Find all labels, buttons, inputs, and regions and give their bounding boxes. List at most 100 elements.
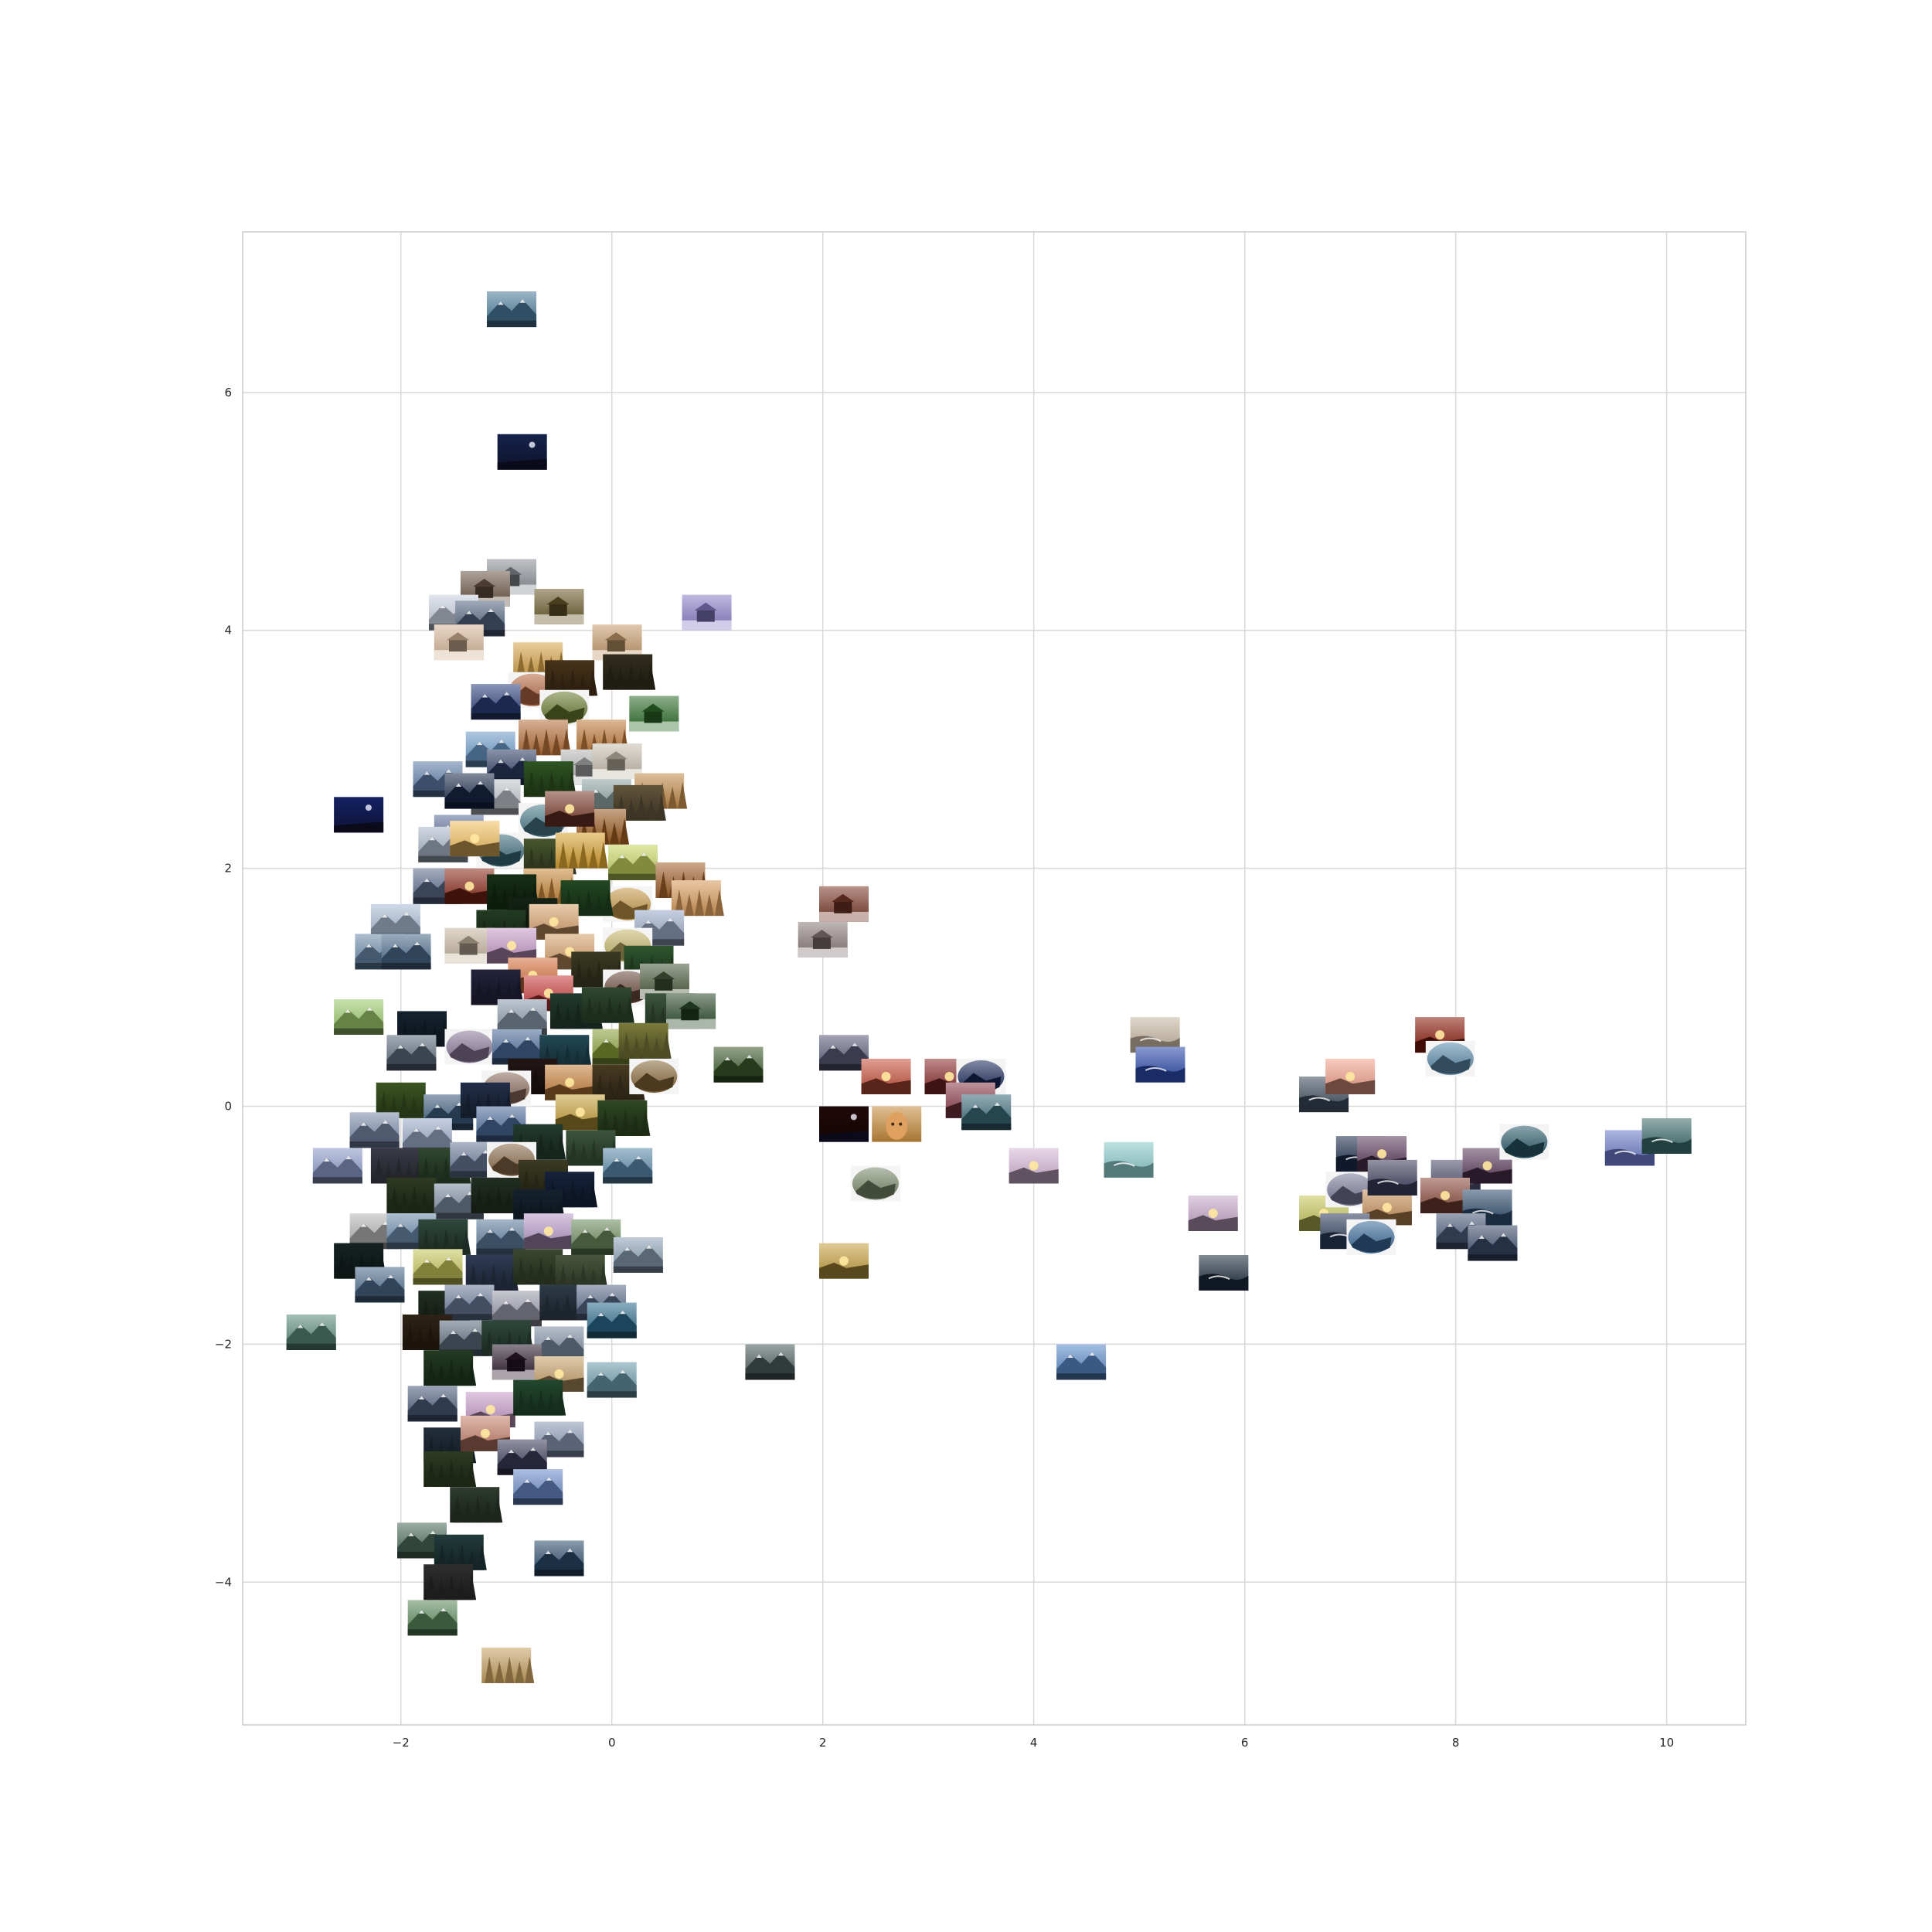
painting-thumbnail <box>1499 1124 1549 1160</box>
painting-thumbnail <box>587 1362 637 1398</box>
painting-thumbnail <box>545 791 595 827</box>
x-axis-ticks: −2 0 2 4 6 8 10 <box>393 1736 1675 1750</box>
painting-thumbnail <box>597 1100 651 1136</box>
painting-thumbnail <box>444 1284 495 1321</box>
painting-thumbnail <box>444 927 495 964</box>
painting-thumbnail <box>492 1344 542 1380</box>
x-tick-label: 0 <box>608 1736 616 1750</box>
y-tick-label: −4 <box>215 1575 232 1589</box>
painting-thumbnail <box>608 844 658 880</box>
painting-thumbnail <box>423 1451 477 1488</box>
x-tick-label: 2 <box>819 1736 827 1750</box>
painting-thumbnail <box>450 821 500 857</box>
painting-thumbnail <box>386 1035 437 1071</box>
painting-thumbnail <box>413 1249 463 1285</box>
painting-thumbnail <box>465 1255 519 1291</box>
painting-thumbnail <box>381 934 431 970</box>
painting-thumbnail <box>402 1117 452 1154</box>
painting-thumbnail <box>819 1035 869 1071</box>
painting-thumbnail <box>487 291 537 328</box>
painting-thumbnail <box>523 1213 573 1250</box>
painting-thumbnail <box>1130 1017 1180 1053</box>
painting-thumbnail <box>519 719 571 756</box>
y-tick-label: 0 <box>224 1099 232 1113</box>
x-tick-label: 10 <box>1659 1736 1674 1750</box>
painting-thumbnail <box>434 624 484 661</box>
painting-thumbnail <box>286 1314 336 1350</box>
painting-thumbnail <box>334 999 384 1036</box>
thumbnail-points <box>286 291 1692 1684</box>
painting-thumbnail <box>513 1249 566 1285</box>
painting-thumbnail <box>819 1106 869 1142</box>
painting-thumbnail <box>1325 1059 1376 1095</box>
y-axis-ticks: −4 −2 0 2 4 6 <box>215 386 232 1589</box>
painting-thumbnail <box>407 1386 457 1422</box>
painting-thumbnail <box>798 921 848 957</box>
x-tick-label: −2 <box>393 1736 410 1750</box>
painting-thumbnail <box>613 1236 663 1273</box>
x-tick-label: 4 <box>1030 1736 1038 1750</box>
painting-thumbnail <box>386 1177 440 1213</box>
painting-thumbnail <box>476 1219 526 1255</box>
painting-thumbnail <box>355 1267 405 1303</box>
painting-thumbnail <box>513 1469 563 1505</box>
painting-thumbnail <box>571 1219 621 1255</box>
painting-thumbnail <box>444 868 495 904</box>
painting-thumbnail <box>497 999 547 1036</box>
x-tick-label: 6 <box>1241 1736 1249 1750</box>
painting-thumbnail <box>423 1350 477 1386</box>
painting-thumbnail <box>713 1046 764 1083</box>
painting-thumbnail <box>418 1219 471 1255</box>
painting-thumbnail <box>819 1243 869 1279</box>
painting-thumbnail <box>312 1148 362 1184</box>
painting-thumbnail <box>1468 1225 1518 1261</box>
painting-thumbnail <box>745 1344 795 1380</box>
painting-thumbnail <box>1009 1148 1059 1184</box>
painting-thumbnail <box>471 684 521 720</box>
painting-thumbnail <box>850 1165 900 1202</box>
painting-thumbnail <box>545 660 598 696</box>
painting-thumbnail <box>581 987 634 1023</box>
painting-thumbnail <box>618 1022 672 1059</box>
painting-thumbnail <box>407 1600 457 1636</box>
x-tick-label: 8 <box>1452 1736 1460 1750</box>
painting-thumbnail <box>629 696 679 732</box>
painting-thumbnail <box>534 1540 584 1577</box>
painting-thumbnail <box>819 886 869 922</box>
painting-thumbnail <box>450 1487 503 1523</box>
y-tick-label: −2 <box>215 1337 232 1351</box>
plot-frame <box>242 231 1747 1726</box>
painting-thumbnail <box>671 880 724 917</box>
y-tick-label: 4 <box>224 624 232 638</box>
painting-thumbnail <box>534 588 584 624</box>
painting-thumbnail <box>555 1255 608 1291</box>
painting-thumbnail <box>1425 1040 1475 1077</box>
painting-thumbnail <box>1188 1196 1238 1232</box>
painting-thumbnail <box>513 1379 566 1416</box>
painting-thumbnail <box>555 832 608 869</box>
painting-thumbnail <box>587 1302 637 1338</box>
y-tick-label: 6 <box>224 386 232 400</box>
painting-thumbnail <box>349 1112 400 1148</box>
painting-thumbnail <box>603 654 656 690</box>
painting-thumbnail <box>1641 1117 1692 1154</box>
painting-thumbnail <box>497 1439 547 1475</box>
painting-thumbnail <box>629 1059 679 1095</box>
painting-thumbnail <box>1104 1141 1154 1178</box>
painting-thumbnail <box>444 1029 495 1065</box>
painting-thumbnail <box>861 1059 911 1095</box>
painting-thumbnail <box>555 1094 605 1131</box>
painting-thumbnail <box>1462 1189 1512 1226</box>
painting-thumbnail <box>434 1534 487 1570</box>
painting-thumbnail <box>481 1648 535 1684</box>
painting-thumbnail <box>471 1177 524 1213</box>
painting-thumbnail <box>1346 1219 1396 1255</box>
painting-thumbnail <box>1056 1344 1107 1380</box>
painting-thumbnail <box>539 689 590 726</box>
painting-thumbnail <box>603 1148 653 1184</box>
painting-thumbnail <box>872 1106 922 1142</box>
painting-thumbnail <box>497 434 547 470</box>
painting-thumbnail <box>961 1094 1012 1131</box>
painting-thumbnail <box>1367 1159 1417 1196</box>
